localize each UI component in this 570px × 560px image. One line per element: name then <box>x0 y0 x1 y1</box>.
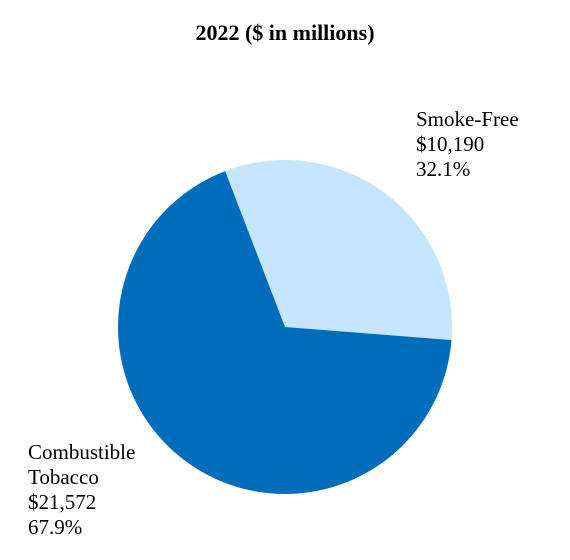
slice-label-line: Combustible <box>28 440 135 464</box>
pie-slice-smoke-free <box>225 159 453 341</box>
chart-title: 2022 ($ in millions) <box>195 20 374 45</box>
pie-labels: Smoke-Free $10,190 32.1% Combustible Tobacco… <box>28 107 519 539</box>
slice-label-line: Smoke-Free <box>416 107 519 131</box>
slice-label-line: Tobacco <box>28 465 99 489</box>
slice-label-line: $21,572 <box>28 490 96 514</box>
slice-label-line: 67.9% <box>28 515 82 539</box>
slice-label-smoke-free: Smoke-Free $10,190 32.1% <box>416 107 519 181</box>
slice-label-line: 32.1% <box>416 157 470 181</box>
slice-label-line: $10,190 <box>416 132 484 156</box>
pie-slices <box>118 159 453 494</box>
slice-label-combustible-tobacco: Combustible Tobacco $21,572 67.9% <box>28 440 135 539</box>
pie-slice-combustible-tobacco <box>118 171 452 494</box>
